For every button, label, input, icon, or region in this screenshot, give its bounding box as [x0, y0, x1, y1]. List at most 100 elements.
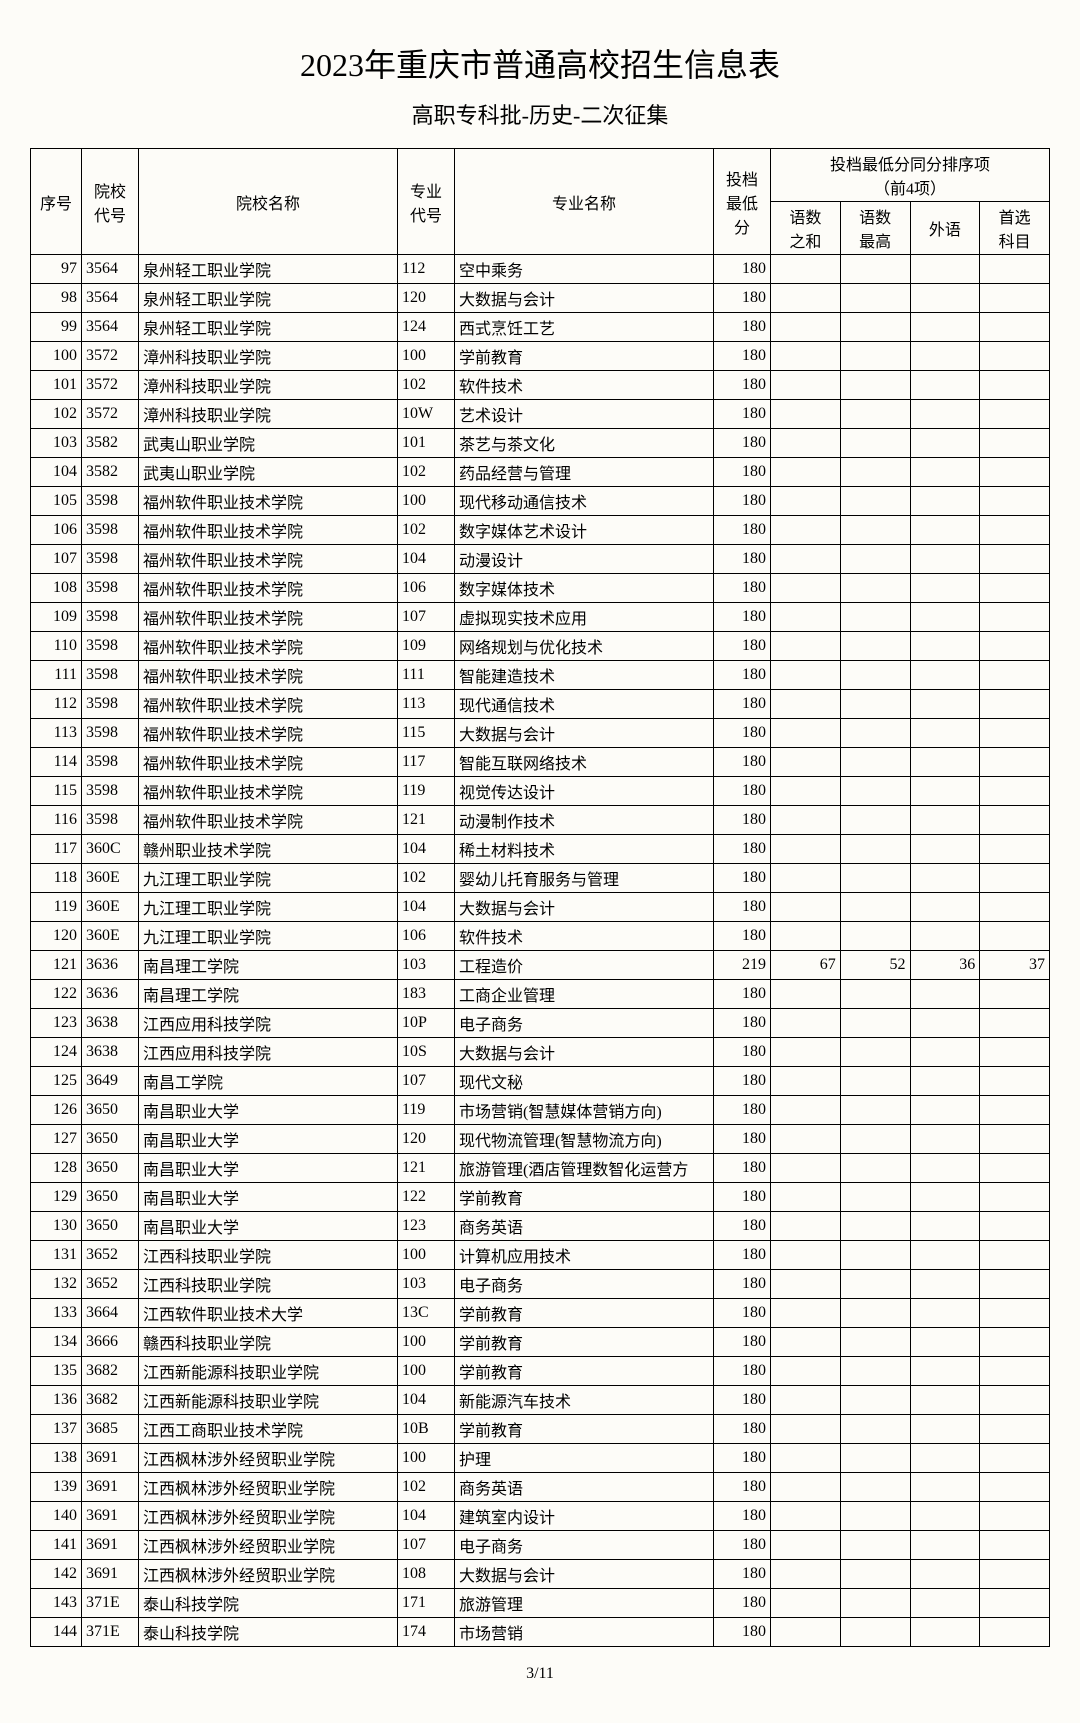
cell-major-code: 10B	[398, 1415, 455, 1444]
cell-tb4	[980, 1009, 1050, 1038]
cell-tb1	[771, 1067, 841, 1096]
table-row: 1133598福州软件职业技术学院115大数据与会计180	[31, 719, 1050, 748]
cell-major-code: 104	[398, 545, 455, 574]
cell-major-name: 计算机应用技术	[455, 1241, 714, 1270]
cell-min-score: 180	[714, 748, 771, 777]
cell-tb1	[771, 835, 841, 864]
cell-school-code: 360E	[82, 893, 139, 922]
cell-tb4	[980, 1038, 1050, 1067]
cell-tb2	[840, 806, 910, 835]
cell-major-name: 艺术设计	[455, 400, 714, 429]
cell-school-code: 3638	[82, 1038, 139, 1067]
cell-tb4	[980, 1473, 1050, 1502]
th-min-score: 投档最低分	[714, 149, 771, 255]
cell-seq: 115	[31, 777, 82, 806]
cell-major-code: 122	[398, 1183, 455, 1212]
cell-school-name: 江西科技职业学院	[139, 1241, 398, 1270]
cell-tb2	[840, 1502, 910, 1531]
cell-tb4	[980, 748, 1050, 777]
cell-tb2	[840, 1386, 910, 1415]
cell-min-score: 180	[714, 1125, 771, 1154]
cell-school-code: 371E	[82, 1618, 139, 1647]
cell-tb3	[910, 864, 980, 893]
cell-tb3	[910, 661, 980, 690]
cell-tb4	[980, 719, 1050, 748]
cell-seq: 126	[31, 1096, 82, 1125]
cell-major-code: 107	[398, 603, 455, 632]
cell-school-name: 赣州职业技术学院	[139, 835, 398, 864]
cell-tb3	[910, 980, 980, 1009]
cell-major-name: 新能源汽车技术	[455, 1386, 714, 1415]
cell-tb3	[910, 458, 980, 487]
cell-major-name: 商务英语	[455, 1473, 714, 1502]
table-row: 1103598福州软件职业技术学院109网络规划与优化技术180	[31, 632, 1050, 661]
cell-seq: 132	[31, 1270, 82, 1299]
cell-tb2	[840, 603, 910, 632]
cell-tb3	[910, 1212, 980, 1241]
cell-major-name: 智能互联网络技术	[455, 748, 714, 777]
cell-tb4	[980, 806, 1050, 835]
cell-tb1	[771, 342, 841, 371]
cell-tb2	[840, 719, 910, 748]
th-tb2: 语数最高	[840, 202, 910, 255]
cell-school-name: 江西新能源科技职业学院	[139, 1357, 398, 1386]
cell-tb3	[910, 893, 980, 922]
cell-school-name: 江西枫林涉外经贸职业学院	[139, 1560, 398, 1589]
cell-tb4	[980, 690, 1050, 719]
cell-min-score: 180	[714, 806, 771, 835]
table-row: 1003572漳州科技职业学院100学前教育180	[31, 342, 1050, 371]
cell-school-code: 3650	[82, 1125, 139, 1154]
cell-tb3	[910, 835, 980, 864]
cell-tb3	[910, 1444, 980, 1473]
cell-major-code: 104	[398, 893, 455, 922]
cell-tb3	[910, 545, 980, 574]
cell-major-name: 工程造价	[455, 951, 714, 980]
cell-min-score: 180	[714, 458, 771, 487]
cell-seq: 117	[31, 835, 82, 864]
cell-min-score: 180	[714, 284, 771, 313]
table-row: 1223636南昌理工学院183工商企业管理180	[31, 980, 1050, 1009]
cell-tb4	[980, 516, 1050, 545]
cell-tb3	[910, 400, 980, 429]
cell-school-name: 九江理工职业学院	[139, 893, 398, 922]
cell-min-score: 180	[714, 545, 771, 574]
cell-tb4	[980, 1444, 1050, 1473]
cell-tb4	[980, 574, 1050, 603]
table-body: 973564泉州轻工职业学院112空中乘务180983564泉州轻工职业学院12…	[31, 255, 1050, 1647]
cell-min-score: 180	[714, 1531, 771, 1560]
cell-major-code: 120	[398, 284, 455, 313]
cell-tb2	[840, 313, 910, 342]
cell-tb4	[980, 342, 1050, 371]
cell-min-score: 180	[714, 342, 771, 371]
cell-school-code: 3650	[82, 1183, 139, 1212]
cell-tb2	[840, 1328, 910, 1357]
cell-school-code: 3682	[82, 1357, 139, 1386]
cell-school-name: 南昌职业大学	[139, 1154, 398, 1183]
cell-tb1	[771, 1299, 841, 1328]
cell-seq: 113	[31, 719, 82, 748]
cell-tb2: 52	[840, 951, 910, 980]
cell-school-name: 漳州科技职业学院	[139, 371, 398, 400]
cell-tb3	[910, 487, 980, 516]
cell-tb4	[980, 1618, 1050, 1647]
cell-min-score: 180	[714, 516, 771, 545]
cell-min-score: 180	[714, 1473, 771, 1502]
cell-tb1	[771, 1531, 841, 1560]
page-number: 3/11	[30, 1665, 1050, 1683]
cell-school-name: 泰山科技学院	[139, 1618, 398, 1647]
cell-seq: 127	[31, 1125, 82, 1154]
cell-school-code: 3666	[82, 1328, 139, 1357]
cell-min-score: 180	[714, 603, 771, 632]
cell-school-name: 南昌职业大学	[139, 1212, 398, 1241]
th-tb1: 语数之和	[771, 202, 841, 255]
table-row: 1033582武夷山职业学院101茶艺与茶文化180	[31, 429, 1050, 458]
cell-school-code: 3572	[82, 371, 139, 400]
cell-tb2	[840, 574, 910, 603]
cell-min-score: 180	[714, 980, 771, 1009]
cell-school-code: 3572	[82, 400, 139, 429]
cell-tb1	[771, 1560, 841, 1589]
cell-min-score: 180	[714, 574, 771, 603]
cell-major-code: 111	[398, 661, 455, 690]
cell-min-score: 180	[714, 371, 771, 400]
cell-major-name: 电子商务	[455, 1270, 714, 1299]
